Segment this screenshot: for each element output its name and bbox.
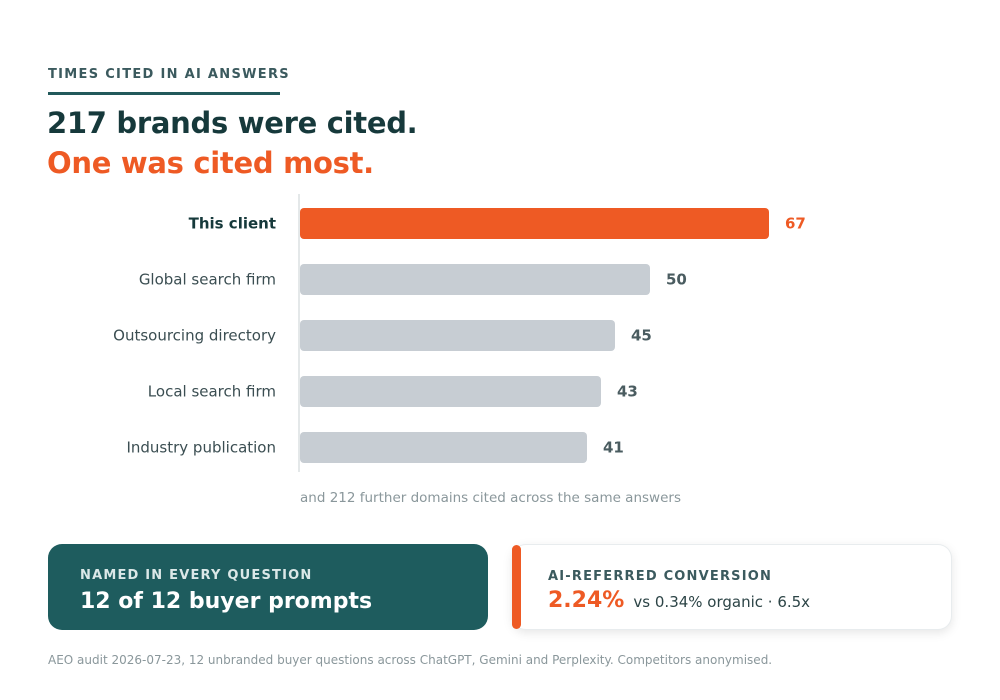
bar-highlight (300, 208, 769, 239)
chart-note: and 212 further domains cited across the… (300, 490, 681, 506)
conversion-detail: vs 0.34% organic · 6.5x (633, 593, 811, 611)
bar-value-label: 43 (617, 383, 638, 401)
bar-value-label: 50 (666, 271, 687, 289)
every-question-card: NAMED IN EVERY QUESTION 12 of 12 buyer p… (48, 544, 488, 630)
every-question-value: 12 of 12 buyer prompts (80, 589, 373, 614)
conversion-accent-bar (512, 545, 521, 629)
citations-bar-chart: This client 67 Global search firm 50 Outsour… (113, 194, 806, 472)
bar-category-label: Global search firm (139, 271, 276, 289)
bar-category-label: This client (189, 215, 276, 233)
bar-category-label: Outsourcing directory (113, 327, 276, 345)
bar (300, 432, 587, 463)
conversion-value: 2.24% (548, 588, 625, 613)
conversion-card: AI-REFERRED CONVERSION 2.24% vs 0.34% or… (512, 544, 952, 630)
eyebrow-label: TIMES CITED IN AI ANSWERS (48, 67, 290, 82)
conversion-label: AI-REFERRED CONVERSION (548, 569, 773, 584)
bar-value-label: 67 (785, 215, 806, 233)
eyebrow-underline (48, 92, 280, 95)
bar-category-label: Industry publication (126, 439, 276, 457)
bar (300, 264, 650, 295)
every-question-label: NAMED IN EVERY QUESTION (80, 568, 313, 583)
bar-value-label: 41 (603, 439, 624, 457)
bar-category-label: Local search firm (148, 383, 276, 401)
headline-primary: 217 brands were cited. (47, 106, 418, 140)
bar (300, 320, 615, 351)
bar-value-label: 45 (631, 327, 652, 345)
footnote: AEO audit 2026-07-23, 12 unbranded buyer… (48, 653, 773, 667)
bar (300, 376, 601, 407)
headline-accent: One was cited most. (47, 146, 374, 180)
